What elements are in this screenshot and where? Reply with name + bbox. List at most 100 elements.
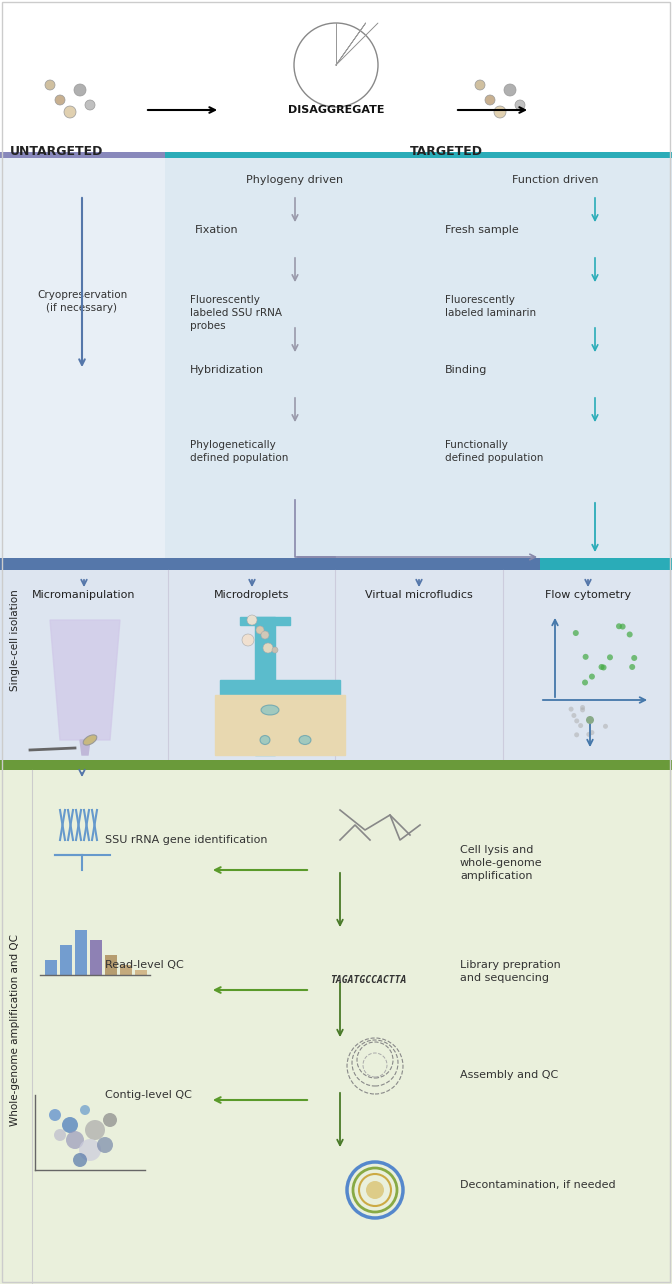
Circle shape <box>64 107 76 118</box>
Bar <box>540 559 672 570</box>
Bar <box>135 969 147 975</box>
Text: Decontamination, if needed: Decontamination, if needed <box>460 1180 616 1190</box>
Polygon shape <box>50 620 120 740</box>
Circle shape <box>616 623 622 629</box>
Text: Read-level QC: Read-level QC <box>105 960 183 969</box>
Circle shape <box>79 1139 101 1161</box>
Ellipse shape <box>260 736 270 745</box>
Bar <box>0 559 672 570</box>
Bar <box>0 570 672 760</box>
Ellipse shape <box>261 705 279 715</box>
Circle shape <box>578 723 583 728</box>
Circle shape <box>62 1117 78 1132</box>
Circle shape <box>485 95 495 105</box>
Ellipse shape <box>83 734 97 745</box>
Ellipse shape <box>299 736 311 745</box>
Circle shape <box>580 705 585 710</box>
Circle shape <box>574 732 579 737</box>
Circle shape <box>80 1106 90 1115</box>
Bar <box>0 152 165 158</box>
Text: Fixation: Fixation <box>195 225 239 235</box>
Bar <box>165 152 672 158</box>
Text: Assembly and QC: Assembly and QC <box>460 1070 558 1080</box>
Polygon shape <box>80 740 90 755</box>
Text: Fresh sample: Fresh sample <box>445 225 519 235</box>
Bar <box>75 930 87 975</box>
Bar <box>0 158 165 560</box>
Text: Fluorescently
labeled SSU rRNA
probes: Fluorescently labeled SSU rRNA probes <box>190 295 282 331</box>
Bar <box>0 760 672 770</box>
Circle shape <box>589 731 595 734</box>
Text: Single-cell isolation: Single-cell isolation <box>10 589 20 691</box>
Text: Phylogenetically
defined population: Phylogenetically defined population <box>190 440 288 464</box>
Text: Binding: Binding <box>445 365 487 375</box>
Text: Virtual microfludics: Virtual microfludics <box>365 591 473 600</box>
Text: Microdroplets: Microdroplets <box>214 591 290 600</box>
Circle shape <box>601 665 607 670</box>
Text: Cryopreservation
(if necessary): Cryopreservation (if necessary) <box>37 290 127 313</box>
Circle shape <box>475 80 485 90</box>
Circle shape <box>494 107 506 118</box>
Circle shape <box>504 83 516 96</box>
Text: Phylogeny driven: Phylogeny driven <box>247 175 343 185</box>
Text: SSU rRNA gene identification: SSU rRNA gene identification <box>105 835 267 845</box>
Text: Functionally
defined population: Functionally defined population <box>445 440 544 464</box>
Circle shape <box>627 632 632 637</box>
Text: Fluorescently
labeled laminarin: Fluorescently labeled laminarin <box>445 295 536 318</box>
Circle shape <box>629 664 635 670</box>
Bar <box>0 0 672 155</box>
Circle shape <box>583 654 589 660</box>
Polygon shape <box>220 681 340 695</box>
Bar <box>105 955 117 975</box>
Text: Library prepration
and sequencing: Library prepration and sequencing <box>460 960 560 984</box>
Circle shape <box>589 674 595 679</box>
Circle shape <box>66 1131 84 1149</box>
Polygon shape <box>240 618 290 625</box>
Text: Cell lysis and
whole-genome
amplification: Cell lysis and whole-genome amplificatio… <box>460 845 542 881</box>
Text: UNTARGETED: UNTARGETED <box>10 145 103 158</box>
Circle shape <box>242 634 254 646</box>
Circle shape <box>599 664 605 670</box>
Circle shape <box>85 100 95 110</box>
Circle shape <box>631 655 637 661</box>
Circle shape <box>586 716 594 724</box>
Circle shape <box>103 1113 117 1127</box>
Circle shape <box>603 724 608 729</box>
Circle shape <box>366 1181 384 1199</box>
Polygon shape <box>255 618 275 755</box>
Bar <box>0 770 672 1284</box>
Circle shape <box>261 630 269 639</box>
Circle shape <box>573 630 579 636</box>
Circle shape <box>247 615 257 625</box>
Circle shape <box>272 647 278 654</box>
Text: Whole-genome amplification and QC: Whole-genome amplification and QC <box>10 933 20 1126</box>
Circle shape <box>97 1138 113 1153</box>
Text: Micromanipulation: Micromanipulation <box>32 591 136 600</box>
Circle shape <box>582 679 588 686</box>
Text: Flow cytometry: Flow cytometry <box>545 591 631 600</box>
Bar <box>165 158 672 560</box>
Text: TARGETED: TARGETED <box>410 145 483 158</box>
Circle shape <box>73 1153 87 1167</box>
Circle shape <box>580 707 585 713</box>
Bar <box>120 966 132 975</box>
Circle shape <box>571 713 577 718</box>
Circle shape <box>85 1120 105 1140</box>
Text: Hybridization: Hybridization <box>190 365 264 375</box>
Circle shape <box>54 1129 66 1141</box>
Text: Contig-level QC: Contig-level QC <box>105 1090 192 1100</box>
Circle shape <box>55 95 65 105</box>
Circle shape <box>587 732 591 737</box>
Circle shape <box>263 643 273 654</box>
Circle shape <box>569 706 574 711</box>
Circle shape <box>256 627 264 634</box>
Circle shape <box>49 1109 61 1121</box>
Text: Function driven: Function driven <box>512 175 598 185</box>
Circle shape <box>74 83 86 96</box>
Circle shape <box>607 655 613 660</box>
Text: TAGATGCCACTTA: TAGATGCCACTTA <box>330 975 407 985</box>
Bar <box>60 945 72 975</box>
Circle shape <box>620 624 626 629</box>
Bar <box>45 960 57 975</box>
Circle shape <box>45 80 55 90</box>
